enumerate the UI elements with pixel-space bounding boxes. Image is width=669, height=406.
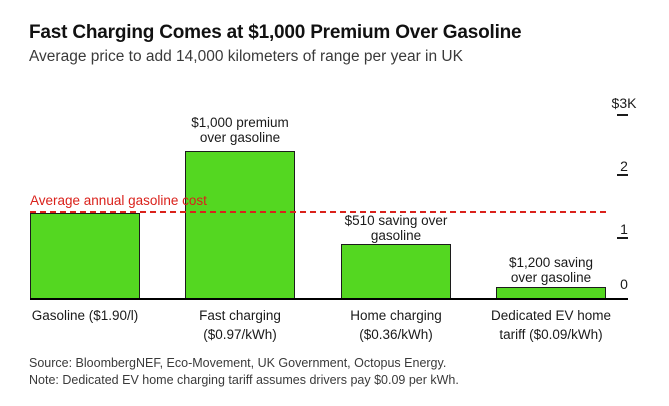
y-tick-mark	[617, 114, 628, 116]
y-tick-mark	[617, 174, 628, 176]
annotation-line: $1,000 premium	[191, 115, 289, 130]
gasoline-cost-reference-line	[30, 211, 608, 213]
x-label-gasoline: Gasoline ($1.90/l)	[7, 306, 163, 325]
x-label-line: Gasoline ($1.90/l)	[31, 308, 139, 323]
annotation-ev-home-tariff: $1,200 saving over gasoline	[466, 255, 636, 285]
bar-gasoline	[30, 213, 140, 299]
annotation-home-charging: $510 saving over gasoline	[311, 213, 481, 243]
bar-home-charging	[341, 244, 451, 299]
annotation-line: $510 saving over	[344, 213, 448, 228]
x-label-line: tariff ($0.09/kWh)	[499, 327, 603, 342]
x-label-line: Dedicated EV home	[490, 308, 612, 323]
annotation-line: gasoline	[370, 228, 422, 243]
bar-fast-charging	[185, 151, 295, 299]
annotation-line: over gasoline	[199, 130, 281, 145]
source-line: Source: BloombergNEF, Eco-Movement, UK G…	[29, 356, 447, 370]
chart-title: Fast Charging Comes at $1,000 Premium Ov…	[29, 22, 522, 43]
x-label-line: ($0.36/kWh)	[359, 327, 433, 342]
footnote: Source: BloombergNEF, Eco-Movement, UK G…	[29, 355, 649, 389]
y-tick-mark	[617, 237, 628, 239]
y-tick-label-2: 2	[620, 158, 628, 174]
y-tick-label-1: 1	[620, 221, 628, 237]
y-tick-label-3k: $3K	[611, 95, 637, 111]
gasoline-cost-reference-label: Average annual gasoline cost	[30, 193, 207, 208]
chart-subtitle: Average price to add 14,000 kilometers o…	[29, 48, 463, 65]
y-tick-label-0: 0	[620, 276, 628, 292]
annotation-line: $1,200 saving	[508, 255, 594, 270]
x-label-line: ($0.97/kWh)	[203, 327, 277, 342]
x-label-line: Fast charging	[199, 308, 281, 323]
x-axis-line	[30, 298, 628, 300]
annotation-line: over gasoline	[510, 270, 592, 285]
x-label-fast-charging: Fast charging ($0.97/kWh)	[162, 306, 318, 344]
note-line: Note: Dedicated EV home charging tariff …	[29, 373, 459, 387]
x-label-home-charging: Home charging ($0.36/kWh)	[318, 306, 474, 344]
x-label-line: Home charging	[350, 308, 442, 323]
annotation-fast-charging: $1,000 premium over gasoline	[155, 115, 325, 145]
x-label-ev-home-tariff: Dedicated EV home tariff ($0.09/kWh)	[473, 306, 629, 344]
